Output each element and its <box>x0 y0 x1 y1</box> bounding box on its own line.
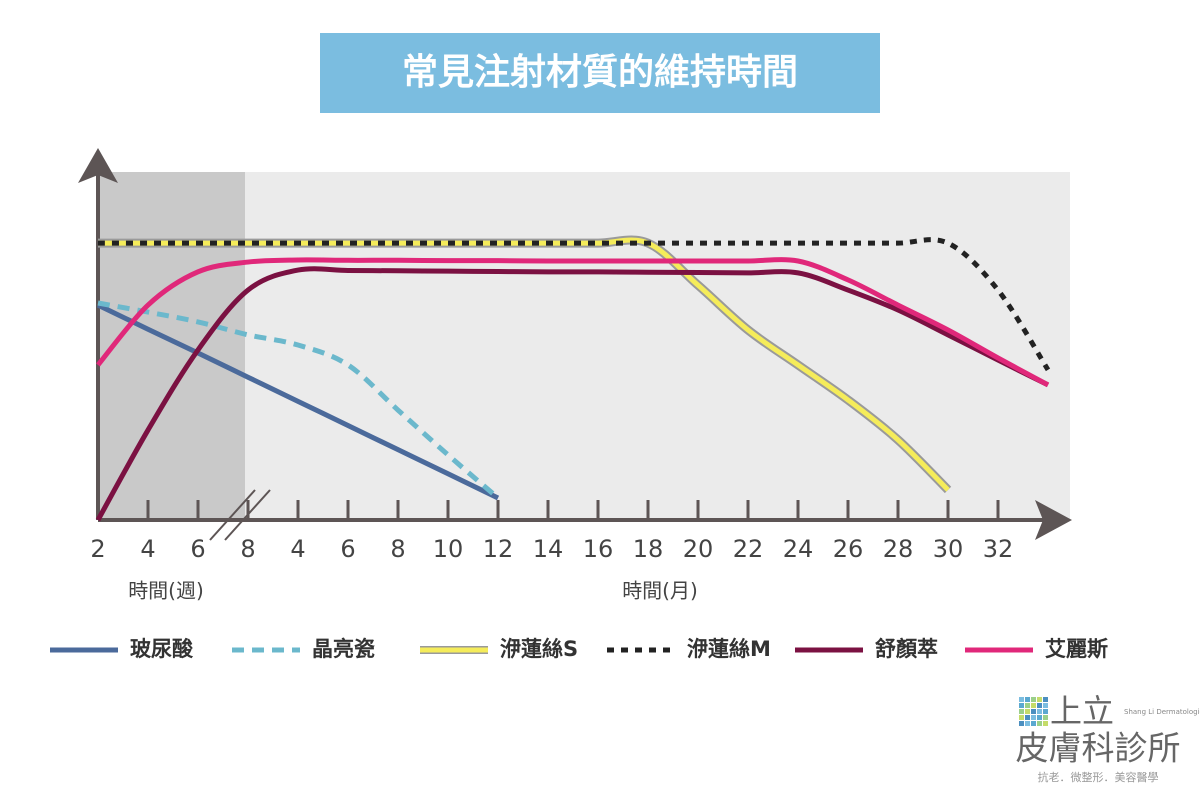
logo-icon <box>1031 703 1036 708</box>
x-tick-label: 18 <box>633 535 664 563</box>
logo-icon <box>1019 709 1024 714</box>
logo-subtitle: 皮膚科診所 <box>1016 729 1181 768</box>
series-line <box>96 257 1050 388</box>
x-tick-label: 4 <box>140 535 155 563</box>
title-box <box>320 33 880 113</box>
x-tick-label: 14 <box>533 535 564 563</box>
plot-background <box>98 172 1070 520</box>
legend-label: 洢蓮絲S <box>500 637 578 661</box>
legend-label: 洢蓮絲M <box>687 637 771 661</box>
logo-icon <box>1025 721 1030 726</box>
x-tick-label: 24 <box>783 535 814 563</box>
series-line <box>96 302 500 501</box>
x-tick-label: 10 <box>433 535 464 563</box>
x-tick-label: 6 <box>190 535 205 563</box>
logo-icon <box>1031 697 1036 702</box>
logo-name: 上立 <box>1050 692 1114 730</box>
x-tick-label: 32 <box>983 535 1014 563</box>
logo-icon <box>1043 703 1048 708</box>
logo-icon <box>1037 709 1042 714</box>
series-line <box>95 266 1050 522</box>
logo-icon <box>1019 715 1024 720</box>
logo-icon <box>1043 709 1048 714</box>
logo-icon <box>1037 697 1042 702</box>
legend-label: 玻尿酸 <box>130 637 194 661</box>
logo-icon <box>1043 697 1048 702</box>
axis-break <box>209 489 256 541</box>
logo-icon <box>1043 721 1048 726</box>
logo-icon <box>1019 721 1024 726</box>
x-tick-label: 2 <box>90 535 105 563</box>
logo-icon <box>1025 709 1030 714</box>
logo-icon <box>1019 703 1024 708</box>
x-axis-label: 時間(月) <box>622 579 698 603</box>
logo-icon <box>1037 721 1042 726</box>
logo-icon <box>1031 721 1036 726</box>
logo-icon <box>1019 697 1024 702</box>
y-axis-arrow <box>78 148 118 183</box>
logo-icon <box>1031 715 1036 720</box>
legend-label: 舒顏萃 <box>875 637 938 661</box>
x-axis-arrow <box>1035 500 1072 540</box>
x-tick-label: 8 <box>390 535 405 563</box>
logo-icon <box>1031 709 1036 714</box>
logo-icon <box>1037 715 1042 720</box>
logo-icon <box>1025 703 1030 708</box>
x-tick-label: 8 <box>240 535 255 563</box>
series-line <box>98 237 1051 372</box>
x-tick-label: 28 <box>883 535 914 563</box>
x-tick-label: 12 <box>483 535 514 563</box>
legend-label: 艾麗斯 <box>1045 637 1108 661</box>
chart-title: 常見注射材質的維持時間 <box>402 52 798 93</box>
weeks-region <box>98 172 245 520</box>
x-tick-label: 26 <box>833 535 864 563</box>
legend-label: 晶亮瓷 <box>312 637 375 661</box>
logo-english: Shang Li Dermatologic & Aesthetic Clinic <box>1124 708 1200 716</box>
logo-tagline: 抗老．微整形．美容醫學 <box>1038 770 1159 784</box>
x-tick-label: 30 <box>933 535 964 563</box>
logo-icon <box>1043 715 1048 720</box>
x-tick-label: 6 <box>340 535 355 563</box>
x-tick-label: 4 <box>290 535 305 563</box>
logo-icon <box>1037 703 1042 708</box>
logo-icon <box>1025 697 1030 702</box>
series-line <box>97 300 500 500</box>
logo-icon <box>1025 715 1030 720</box>
x-tick-label: 20 <box>683 535 714 563</box>
x-tick-label: 22 <box>733 535 764 563</box>
x-axis-label: 時間(週) <box>128 579 204 603</box>
x-tick-label: 16 <box>583 535 614 563</box>
